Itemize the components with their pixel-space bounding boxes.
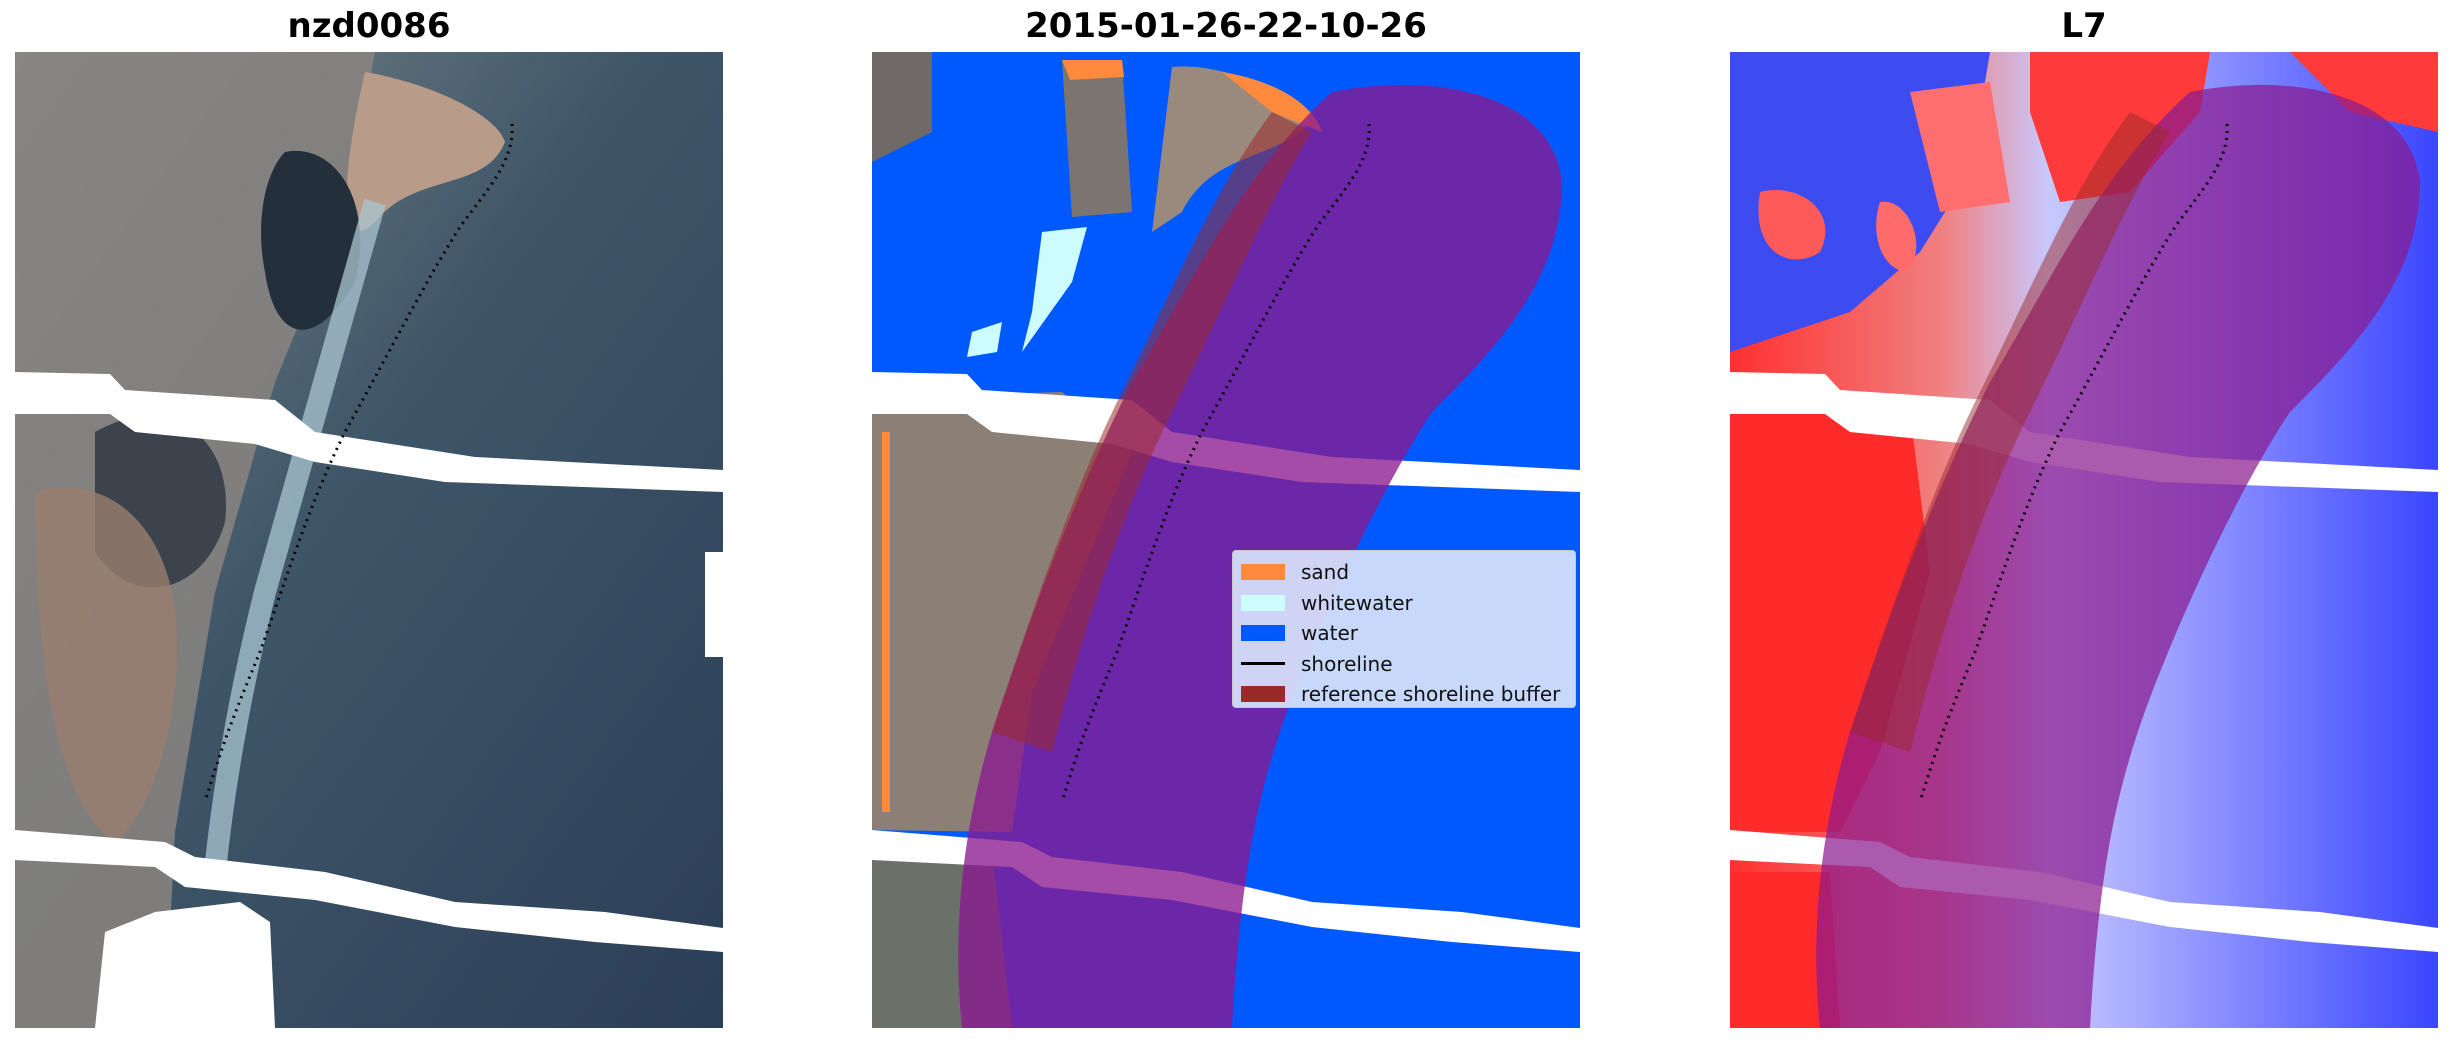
water-swatch — [1241, 625, 1285, 642]
buffer-swatch — [1241, 686, 1285, 703]
legend: sand whitewater water shoreline referenc… — [1232, 550, 1576, 708]
legend-label: whitewater — [1301, 590, 1413, 615]
legend-label: reference shoreline buffer — [1301, 682, 1561, 707]
legend-label: sand — [1301, 560, 1350, 585]
shoreline-line-swatch — [1241, 662, 1285, 666]
legend-label: water — [1301, 621, 1358, 646]
legend-item-shoreline: shoreline — [1241, 649, 1567, 680]
whitewater-swatch — [1241, 594, 1285, 611]
index-image-panel — [1730, 52, 2438, 1028]
classified-image-panel — [872, 52, 1580, 1028]
sand-swatch — [1241, 564, 1285, 581]
legend-item-sand: sand — [1241, 557, 1567, 588]
panel-title-classified: 2015-01-26-22-10-26 — [1025, 6, 1427, 46]
panel-title-index: L7 — [2061, 6, 2107, 46]
legend-item-water: water — [1241, 618, 1567, 649]
panel-title-rgb: nzd0086 — [287, 6, 451, 46]
legend-label: shoreline — [1301, 651, 1393, 676]
legend-item-buffer: reference shoreline buffer — [1241, 679, 1567, 710]
rgb-image-panel — [15, 52, 723, 1028]
legend-item-whitewater: whitewater — [1241, 588, 1567, 619]
